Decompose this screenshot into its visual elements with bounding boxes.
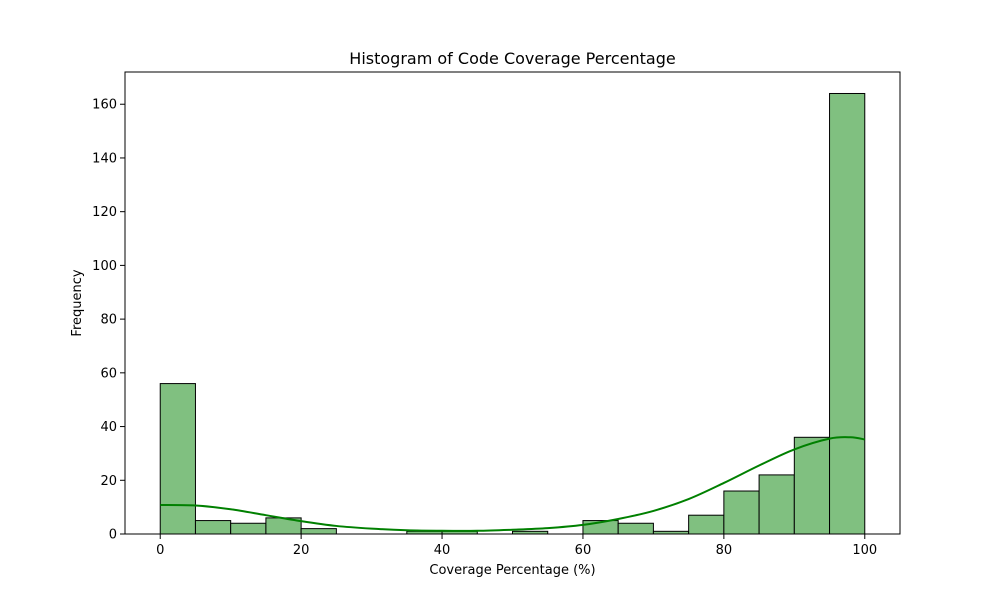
histogram-bar-5-10 <box>194 520 232 535</box>
y-tick-label-100: 100 <box>92 259 117 274</box>
x-tick-label-60: 60 <box>575 543 592 558</box>
histogram-bar-85-90 <box>758 474 795 535</box>
x-tick-label-100: 100 <box>852 543 877 558</box>
histogram-bars <box>159 92 866 535</box>
histogram-bar-80-85 <box>723 490 760 535</box>
x-tick-label-80: 80 <box>716 543 733 558</box>
y-tick-label-80: 80 <box>100 313 117 328</box>
y-axis-ticks: 0 20 40 60 80 100 120 140 160 <box>92 98 125 543</box>
y-axis-label: Frequency <box>70 269 85 336</box>
plot-frame <box>124 71 901 535</box>
histogram-bar-95-100 <box>829 92 866 535</box>
histogram-bar-90-95 <box>793 436 831 535</box>
y-tick-label-20: 20 <box>100 474 117 489</box>
histogram-bar-0-5 <box>159 383 196 535</box>
kde-curve <box>160 436 865 532</box>
chart-title: Histogram of Code Coverage Percentage <box>349 49 675 68</box>
y-tick-label-60: 60 <box>100 366 117 381</box>
x-axis-label: Coverage Percentage (%) <box>429 563 595 578</box>
y-tick-label-0: 0 <box>109 528 117 543</box>
x-tick-label-40: 40 <box>434 543 451 558</box>
histogram-bar-20-25 <box>300 528 337 535</box>
y-tick-label-160: 160 <box>92 98 117 113</box>
x-axis-ticks: 0 20 40 60 80 100 <box>156 534 877 558</box>
histogram-bar-10-15 <box>230 522 267 535</box>
x-tick-label-20: 20 <box>293 543 310 558</box>
x-tick-label-0: 0 <box>156 543 164 558</box>
histogram-bar-65-70 <box>617 522 654 535</box>
y-tick-label-140: 140 <box>92 151 117 166</box>
y-tick-label-120: 120 <box>92 205 117 220</box>
y-tick-label-40: 40 <box>100 420 117 435</box>
histogram-bar-75-80 <box>688 514 725 535</box>
